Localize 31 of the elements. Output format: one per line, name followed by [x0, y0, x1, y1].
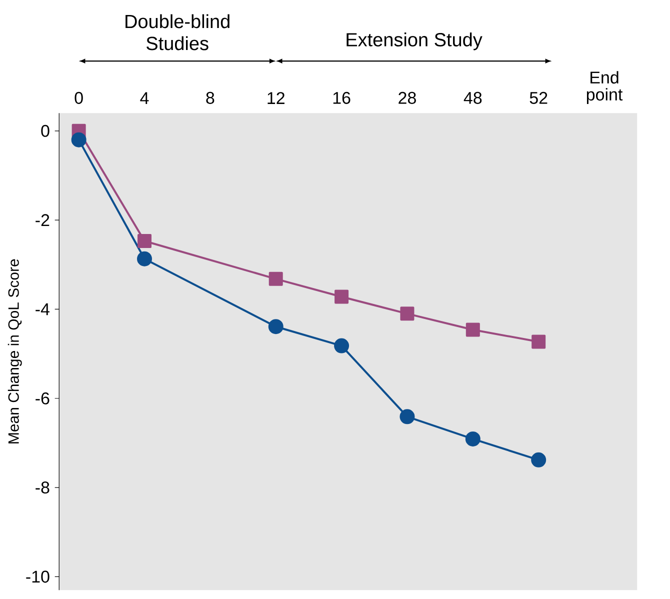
x-tick-label: 16	[333, 92, 350, 104]
point	[137, 251, 152, 266]
text: Double-blind Studies	[126, 14, 230, 50]
x-tick-label: 28	[398, 92, 416, 104]
y-tick-label: 0	[41, 124, 50, 137]
x-tick-label: End point	[586, 71, 623, 104]
point	[466, 322, 480, 337]
x-tick-label: 0	[74, 92, 83, 104]
point	[268, 272, 283, 286]
point	[400, 306, 414, 321]
point	[400, 409, 415, 424]
point	[334, 338, 350, 354]
point	[532, 334, 546, 349]
point	[138, 234, 152, 248]
y-tick-label: -2	[36, 214, 50, 226]
x-tick-label: 12	[268, 92, 284, 104]
x-tick-label: 52	[530, 92, 548, 104]
y-axis-title: Mean Change in QoL Score	[8, 259, 22, 444]
x-tick-label: 4	[140, 92, 149, 104]
point	[531, 452, 546, 468]
point	[334, 290, 349, 304]
text: Extension Study	[346, 32, 482, 50]
y-tick-label: -6	[36, 392, 50, 404]
y-tick-label: -8	[36, 482, 50, 494]
y-tick-label: -10	[26, 570, 50, 583]
x-tick-label: 8	[206, 92, 214, 104]
point	[465, 431, 480, 446]
point	[71, 132, 86, 148]
y-tick-label: -4	[36, 303, 50, 316]
x-tick-label: 48	[464, 92, 482, 104]
point	[268, 319, 284, 334]
